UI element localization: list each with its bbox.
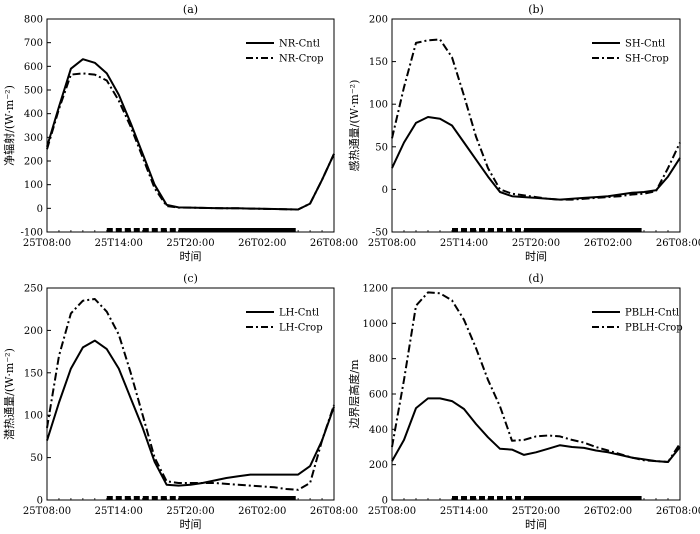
plot-frame bbox=[391, 18, 681, 233]
y-axis-label: 潜热通量/(W·m⁻²) bbox=[2, 348, 16, 440]
y-tick-label: 0 bbox=[382, 496, 388, 507]
panel-title: (b) bbox=[528, 3, 544, 16]
y-tick-label: 700 bbox=[24, 38, 43, 49]
x-axis-label: 时间 bbox=[180, 250, 202, 263]
y-tick-label: 50 bbox=[375, 142, 388, 153]
panel-title: (d) bbox=[528, 272, 544, 285]
legend-label: NR-Cntl bbox=[279, 39, 320, 50]
series-line-lh-crop bbox=[46, 298, 335, 491]
panel-d: (d) 0 200 400 600 800 1000 1200 25T08:00 25T14:00… bbox=[347, 272, 700, 531]
y-tick-label: 400 bbox=[24, 109, 43, 120]
panel-a: (a) -100 0 100 200 300 400 500 600 700 800 25T08:00… bbox=[2, 3, 358, 263]
y-tick-label: 200 bbox=[369, 15, 388, 26]
y-tick-label: 300 bbox=[24, 133, 43, 144]
plot-frame bbox=[46, 287, 335, 501]
y-tick-label: 800 bbox=[24, 15, 43, 26]
x-tick-label: 25T20:00 bbox=[166, 506, 214, 517]
x-tick-label: 26T08:00 bbox=[310, 506, 358, 517]
x-tick-label: 26T02:00 bbox=[238, 506, 286, 517]
x-tick-label: 25T14:00 bbox=[440, 238, 488, 249]
x-axis-label: 时间 bbox=[525, 250, 547, 263]
y-tick-label: 200 bbox=[24, 326, 43, 337]
y-tick-label: 600 bbox=[24, 62, 43, 73]
y-tick-label: 600 bbox=[369, 390, 388, 401]
series-line-nr-cntl bbox=[46, 58, 335, 211]
y-tick-label: 100 bbox=[369, 100, 388, 111]
y-tick-label: 250 bbox=[24, 284, 43, 295]
panel-c: (c) 0 50 100 150 200 250 25T08:00 25T14:00 25T20:… bbox=[2, 272, 358, 531]
x-axis-label: 时间 bbox=[525, 518, 547, 531]
series-line-pblh-crop bbox=[391, 291, 681, 463]
panel-b: (b) -50 0 50 100 150 200 25T08:00 25T14:00 25T20:… bbox=[348, 3, 700, 263]
legend-label: LH-Crop bbox=[279, 323, 323, 334]
x-tick-label: 25T14:00 bbox=[95, 506, 143, 517]
x-tick-label: 25T14:00 bbox=[95, 238, 143, 249]
y-tick-label: 0 bbox=[37, 204, 43, 215]
x-tick-label: 26T02:00 bbox=[584, 506, 632, 517]
y-tick-label: 1000 bbox=[363, 319, 388, 330]
legend-label: SH-Cntl bbox=[625, 39, 665, 50]
series-line-pblh-cntl bbox=[391, 397, 681, 463]
y-tick-label: -50 bbox=[372, 228, 388, 239]
y-tick-label: 1200 bbox=[363, 284, 388, 295]
plot-frame bbox=[391, 287, 681, 501]
y-axis-label: 边界层高度/m bbox=[347, 359, 361, 429]
y-tick-label: 0 bbox=[382, 185, 388, 196]
series-line-sh-cntl bbox=[391, 116, 681, 201]
y-tick-label: 400 bbox=[369, 425, 388, 436]
y-tick-label: 800 bbox=[369, 354, 388, 365]
y-tick-label: 0 bbox=[37, 496, 43, 507]
legend-label: NR-Crop bbox=[279, 54, 324, 65]
y-axis-label: 感热通量/(W·m⁻²) bbox=[348, 80, 361, 172]
legend-label: LH-Cntl bbox=[279, 308, 319, 319]
legend-label: PBLH-Crop bbox=[625, 323, 683, 334]
y-tick-label: 100 bbox=[24, 411, 43, 422]
y-axis-label: 净辐射/(W·m⁻²) bbox=[2, 85, 16, 166]
x-tick-label: 25T08:00 bbox=[368, 238, 416, 249]
legend-label: SH-Crop bbox=[625, 54, 669, 65]
panel-title: (a) bbox=[183, 3, 198, 16]
x-tick-label: 25T08:00 bbox=[368, 506, 416, 517]
y-tick-label: 50 bbox=[30, 453, 43, 464]
y-tick-label: 150 bbox=[24, 368, 43, 379]
y-tick-label: 200 bbox=[369, 460, 388, 471]
legend-label: PBLH-Cntl bbox=[625, 308, 679, 319]
x-tick-label: 25T20:00 bbox=[512, 238, 560, 249]
y-tick-label: -100 bbox=[21, 228, 43, 239]
y-tick-label: 100 bbox=[24, 180, 43, 191]
plot-frame bbox=[46, 18, 335, 233]
x-tick-label: 25T08:00 bbox=[23, 238, 71, 249]
x-tick-label: 26T02:00 bbox=[584, 238, 632, 249]
x-axis-label: 时间 bbox=[180, 518, 202, 531]
x-tick-label: 25T14:00 bbox=[440, 506, 488, 517]
y-tick-label: 500 bbox=[24, 86, 43, 97]
x-tick-label: 25T20:00 bbox=[166, 238, 214, 249]
x-tick-label: 26T08:00 bbox=[656, 506, 700, 517]
y-tick-label: 150 bbox=[369, 57, 388, 68]
series-line-sh-crop bbox=[391, 38, 681, 201]
y-tick-label: 200 bbox=[24, 157, 43, 168]
x-tick-label: 25T08:00 bbox=[23, 506, 71, 517]
series-line-nr-crop bbox=[46, 72, 335, 211]
x-tick-label: 26T02:00 bbox=[238, 238, 286, 249]
panel-title: (c) bbox=[183, 272, 198, 285]
x-tick-label: 25T20:00 bbox=[512, 506, 560, 517]
x-tick-label: 26T08:00 bbox=[656, 238, 700, 249]
x-tick-label: 26T08:00 bbox=[310, 238, 358, 249]
series-line-lh-cntl bbox=[46, 339, 335, 487]
